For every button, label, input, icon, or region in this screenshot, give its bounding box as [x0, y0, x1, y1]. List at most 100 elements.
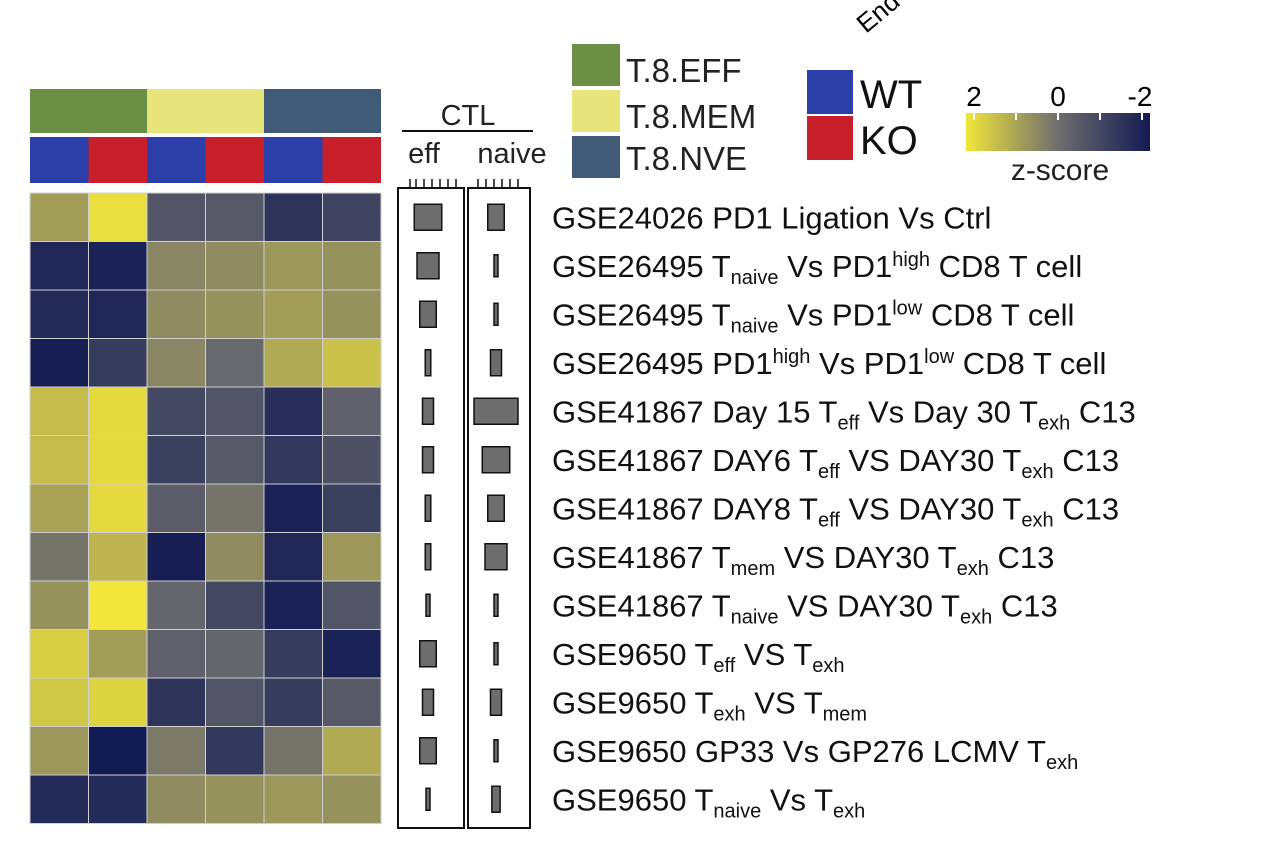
- heatmap-cell: [88, 435, 148, 485]
- heatmap-cell: [88, 289, 148, 339]
- ctl-label-naive: naive: [477, 138, 546, 170]
- heatmap-cell: [88, 532, 148, 582]
- row-label: GSE41867 Day 15 Teff Vs Day 30 Texh C13: [552, 394, 1136, 434]
- heatmap-cell: [263, 289, 323, 339]
- heatmap-cell: [205, 677, 265, 727]
- ctl-naive-box: [467, 187, 531, 829]
- ctl-label-eff: eff: [408, 138, 441, 170]
- group-annotation-cell: [30, 89, 89, 133]
- heatmap-cell: [146, 483, 206, 533]
- heatmap-cell: [29, 677, 89, 727]
- heatmap-cell: [263, 774, 323, 824]
- ctl-title: CTL: [441, 100, 496, 132]
- ctl-naive-bar: [487, 203, 505, 231]
- ctl-eff-bar: [424, 349, 432, 377]
- heatmap-cell: [29, 726, 89, 776]
- corner-label: End: [851, 0, 906, 39]
- row-label: GSE9650 Tnaive Vs Texh: [552, 782, 865, 822]
- row-label: GSE41867 DAY8 Teff VS DAY30 Texh C13: [552, 491, 1119, 531]
- heatmap-cell: [263, 483, 323, 533]
- heatmap-cell: [322, 289, 382, 339]
- heatmap-cell: [88, 726, 148, 776]
- ctl-eff-bar: [413, 203, 443, 231]
- heatmap-cell: [146, 289, 206, 339]
- heatmap-cell: [263, 192, 323, 242]
- heatmap-cell: [322, 192, 382, 242]
- ctl-naive-bar: [493, 593, 499, 617]
- heatmap-cell: [263, 726, 323, 776]
- heatmap-cell: [205, 192, 265, 242]
- heatmap-cell: [205, 386, 265, 436]
- heatmap-cell: [88, 241, 148, 291]
- heatmap-cell: [146, 726, 206, 776]
- ctl-eff-box: [397, 187, 465, 829]
- legend-label-nve: T.8.NVE: [626, 140, 747, 177]
- ctl-naive-bar: [493, 254, 499, 278]
- heatmap-cell: [29, 580, 89, 630]
- heatmap-cell: [263, 338, 323, 388]
- heatmap: [29, 89, 382, 824]
- heatmap-cell: [146, 435, 206, 485]
- ctl-eff-bar: [421, 688, 435, 716]
- heatmap-cell: [205, 241, 265, 291]
- ctl-naive-bar: [493, 642, 499, 666]
- heatmap-cell: [146, 774, 206, 824]
- colorbar-title: z-score: [1011, 154, 1109, 187]
- heatmap-cell: [322, 677, 382, 727]
- heatmap-cell: [322, 726, 382, 776]
- ctl-bar-panel: [397, 179, 531, 829]
- ctl-naive-bar: [489, 688, 503, 716]
- legend-swatch-mem: [572, 90, 620, 132]
- ctl-eff-bar: [421, 397, 435, 425]
- genotype-annotation-cell: [205, 137, 264, 183]
- row-label: GSE41867 Tmem VS DAY30 Texh C13: [552, 540, 1054, 580]
- heatmap-cell: [205, 435, 265, 485]
- group-annotation-cell: [322, 89, 381, 133]
- legend-label-eff: T.8.EFF: [626, 52, 742, 89]
- ctl-naive-bar: [491, 785, 501, 813]
- heatmap-cell: [88, 629, 148, 679]
- heatmap-cell: [146, 580, 206, 630]
- heatmap-cell: [205, 774, 265, 824]
- heatmap-cell: [29, 629, 89, 679]
- heatmap-cell: [205, 289, 265, 339]
- heatmap-cell: [88, 677, 148, 727]
- row-label: GSE24026 PD1 Ligation Vs Ctrl: [552, 200, 991, 235]
- heatmap-cell: [205, 580, 265, 630]
- heatmap-cell: [322, 580, 382, 630]
- heatmap-cell: [322, 629, 382, 679]
- genotype-annotation-cell: [322, 137, 381, 183]
- heatmap-cell: [263, 677, 323, 727]
- ctl-naive-bar: [487, 494, 505, 522]
- row-label: GSE26495 PD1high Vs PD1low CD8 T cell: [552, 346, 1106, 381]
- ctl-eff-bar: [419, 640, 437, 668]
- ctl-eff-bar: [419, 737, 437, 765]
- heatmap-cell: [322, 774, 382, 824]
- heatmap-cell: [29, 338, 89, 388]
- ctl-naive-bar: [493, 302, 499, 326]
- legend-label-ko: KO: [860, 119, 918, 163]
- heatmap-cell: [322, 241, 382, 291]
- heatmap-cell: [205, 532, 265, 582]
- heatmap-cell: [146, 629, 206, 679]
- heatmap-cell: [322, 532, 382, 582]
- heatmap-cell: [322, 386, 382, 436]
- heatmap-cell: [263, 241, 323, 291]
- heatmap-cell: [263, 629, 323, 679]
- row-label: GSE41867 DAY6 Teff VS DAY30 Texh C13: [552, 443, 1119, 483]
- genotype-annotation-cell: [30, 137, 89, 183]
- heatmap-cell: [29, 532, 89, 582]
- heatmap-cell: [29, 241, 89, 291]
- genotype-annotation-cell: [147, 137, 206, 183]
- legend-label-mem: T.8.MEM: [626, 98, 756, 135]
- heatmap-cell: [29, 435, 89, 485]
- heatmap-cell: [322, 435, 382, 485]
- heatmap-cell: [88, 386, 148, 436]
- genotype-legend: WT KO: [807, 70, 922, 163]
- ctl-naive-bar: [481, 446, 511, 474]
- ctl-header: CTL eff naive: [402, 100, 547, 170]
- ctl-naive-bar: [493, 739, 499, 763]
- legend-swatch-ko: [807, 116, 853, 160]
- colorbar-tick-0: 0: [1050, 81, 1066, 112]
- colorbar-tick-2: 2: [966, 81, 982, 112]
